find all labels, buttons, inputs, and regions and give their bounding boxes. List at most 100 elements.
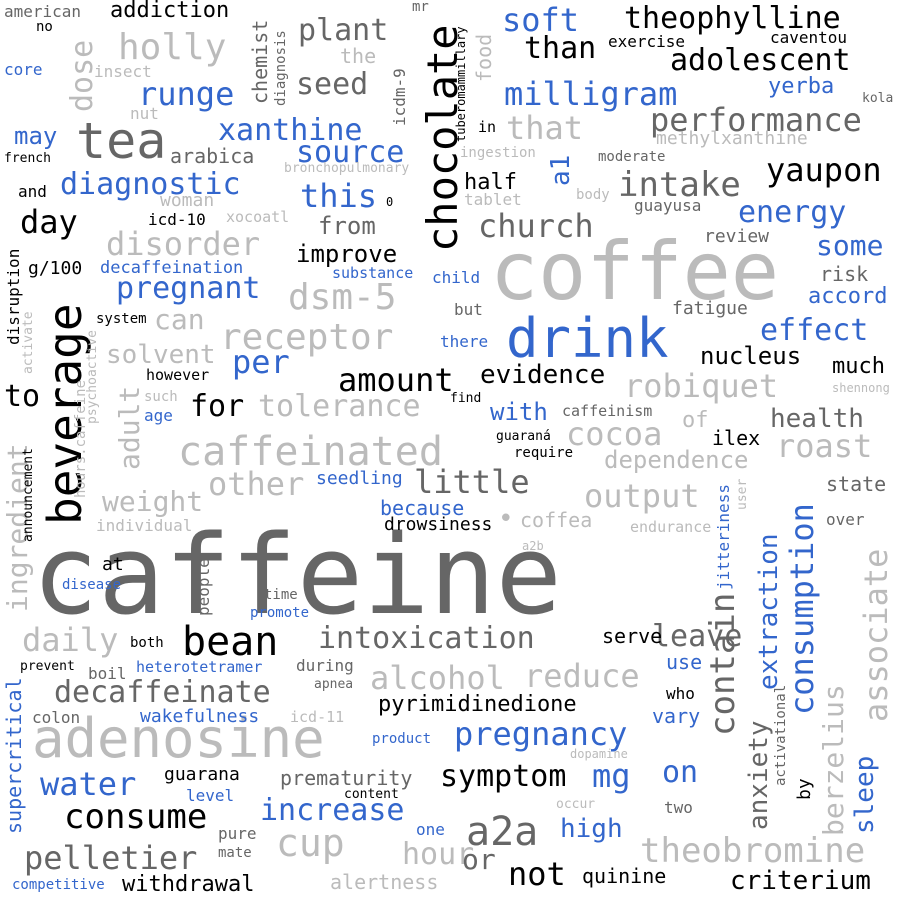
word-food: food <box>472 33 496 82</box>
word-high: high <box>560 814 623 844</box>
word-alcohol: alcohol <box>370 659 505 697</box>
word-water: water <box>40 765 137 803</box>
word-criterium: criterium <box>730 866 871 896</box>
word-runge: runge <box>138 75 235 113</box>
word-sleep: sleep <box>850 755 880 834</box>
word-prevent: prevent <box>20 659 75 674</box>
word-user: user <box>735 478 750 510</box>
word-and: and <box>18 182 47 201</box>
word-xanthine: xanthine <box>218 113 363 148</box>
word-symptom: symptom <box>440 759 567 794</box>
word-roast: roast <box>776 427 873 465</box>
word-but: but <box>454 300 483 319</box>
word-a2b: a2b <box>522 539 544 553</box>
word-diagnosis: diagnosis <box>273 30 289 106</box>
word-competitive: competitive <box>12 877 105 893</box>
word-at: at <box>102 554 124 575</box>
word-coffee: coffee <box>490 225 779 318</box>
word-two: two <box>664 798 693 817</box>
word-withdrawal: withdrawal <box>122 872 255 897</box>
word-guarana-accent: guaraná <box>496 429 551 444</box>
word-this: this <box>300 177 378 215</box>
word-prematurity: prematurity <box>280 766 413 790</box>
word-diagnostic: diagnostic <box>60 167 241 202</box>
word-who: who <box>666 684 695 703</box>
word-dot: • <box>498 504 514 534</box>
word-mr: mr <box>412 0 429 15</box>
word-american: american <box>4 2 82 21</box>
word-disorder: disorder <box>106 225 261 263</box>
word-pregnancy: pregnancy <box>454 715 628 753</box>
word-age: age <box>144 406 173 425</box>
word-weight: weight <box>102 485 204 518</box>
word-woman: woman <box>160 190 215 211</box>
word-nucleus: nucleus <box>700 342 802 370</box>
word-nut: nut <box>130 104 159 123</box>
word-state: state <box>826 472 887 496</box>
word-tablet: tablet <box>464 190 522 209</box>
word-a2a: a2a <box>466 809 539 855</box>
word-core: core <box>4 60 43 79</box>
word-fatigue: fatigue <box>672 298 748 319</box>
word-during: during <box>296 656 354 675</box>
word-to: to <box>4 379 41 414</box>
word-much: much <box>832 354 885 379</box>
word-xocoatl: xocoatl <box>226 208 290 226</box>
word-caffeinism: caffeinism <box>562 402 653 420</box>
word-or: or <box>462 843 496 876</box>
word-milligram: milligram <box>504 75 678 113</box>
word-caffeine: caffeine <box>32 511 562 639</box>
word-level: level <box>186 786 235 805</box>
word-mg: mg <box>592 757 631 795</box>
word-activate: activate <box>21 311 36 374</box>
word-yaupon: yaupon <box>766 151 882 189</box>
word-over: over <box>826 510 865 529</box>
word-cocoa: cocoa <box>566 415 663 453</box>
word-time: time <box>264 587 298 603</box>
word-improve: improve <box>296 240 398 268</box>
word-theobromine: theobromine <box>640 831 866 871</box>
word-theophylline: theophylline <box>624 1 841 36</box>
word-tea: tea <box>76 112 167 170</box>
word-body: body <box>576 187 610 203</box>
word-there: there <box>440 332 489 351</box>
word-colon: colon <box>32 708 81 727</box>
word-review: review <box>704 226 770 247</box>
word-than: than <box>524 31 597 66</box>
word-drowsiness: drowsiness <box>384 514 493 535</box>
word-decaffeination: decaffeination <box>100 258 244 278</box>
word-on: on <box>662 755 699 790</box>
word-may: may <box>14 122 58 150</box>
word-guarana: guarana <box>164 764 240 785</box>
word-intake: intake <box>618 165 741 205</box>
word-require: require <box>514 445 574 461</box>
word-mate: mate <box>218 845 252 861</box>
word-a1: a1 <box>546 154 576 186</box>
word-individual: individual <box>96 516 193 535</box>
word-source: source <box>296 135 405 170</box>
word-zero: 0 <box>386 195 394 209</box>
word-by: by <box>794 778 815 800</box>
word-health: health <box>770 404 864 434</box>
word-guayusa: guayusa <box>634 196 702 215</box>
word-vary: vary <box>652 704 701 728</box>
word-shennong: shennong <box>832 381 890 395</box>
word-associate: associate <box>857 548 895 722</box>
word-disruption: disruption <box>4 248 23 345</box>
word-french: french <box>4 151 51 166</box>
word-risk: risk <box>820 262 869 286</box>
word-output: output <box>584 477 700 515</box>
word-supercritical: supercritical <box>2 677 26 834</box>
word-content: content <box>344 787 399 802</box>
word-caffeinated: caffeinated <box>178 429 443 475</box>
word-extraction: extraction <box>754 533 784 690</box>
word-kola: kola <box>862 91 894 106</box>
word-icdm9: icdm-9 <box>390 68 409 126</box>
word-per: per <box>232 343 290 381</box>
word-cup: cup <box>276 821 345 865</box>
word-that: that <box>506 109 584 147</box>
word-pregnant: pregnant <box>116 271 261 306</box>
word-church: church <box>478 207 594 245</box>
word-boil: boil <box>88 664 127 683</box>
